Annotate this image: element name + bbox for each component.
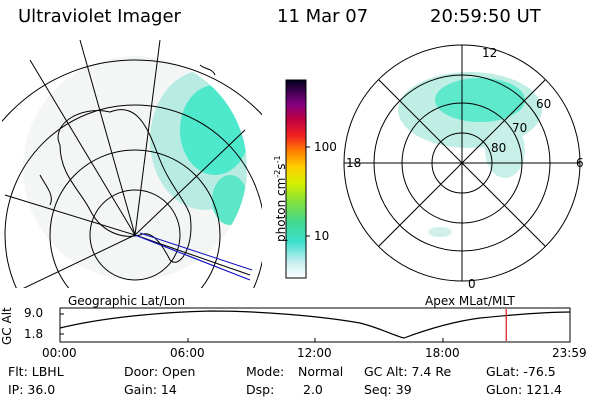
door-info: Door: Open [124,364,196,379]
unit-exp2: -1 [273,155,282,164]
time-tick-1200: 12:00 [297,346,332,360]
unit-mid: s [274,163,288,170]
mlt-label-6: 6 [576,156,584,170]
time-tick-2359: 23:59 [552,346,587,360]
altitude-plot [59,307,571,343]
right-panel-title: Apex MLat/MLT [425,294,515,308]
mlt-label-0: 0 [468,277,476,291]
mode-label: Mode: [246,364,285,379]
polar-plot [343,44,581,282]
mlat-label-70: 70 [512,121,528,135]
mode-value: Normal [298,364,344,379]
colorbar [285,79,307,279]
gain-info: Gain: 14 [124,382,177,397]
seq-info: Seq: 39 [364,382,412,397]
unit-base: photon cm [274,177,288,242]
glat-info: GLat: -76.5 [486,364,556,379]
instrument-title: Ultraviolet Imager [18,6,181,27]
dsp-value: 2.0 [303,382,323,397]
gc-alt-info: GC Alt: 7.4 Re [364,364,452,379]
ip-info: IP: 36.0 [8,382,56,397]
colorbar-tick-100: 100 [314,140,337,154]
time-tick-1800: 18:00 [425,346,460,360]
mlat-label-80: 80 [491,141,507,155]
mlt-label-12: 12 [482,46,498,60]
altitude-ytick-9: 9.0 [24,306,44,320]
geographic-map [2,40,262,288]
time-tick-0000: 00:00 [42,346,77,360]
filter-info: Flt: LBHL [8,364,64,379]
unit-exp1: -2 [273,169,282,178]
time-label: 20:59:50 UT [430,6,541,27]
colorbar-tick-10: 10 [314,229,330,243]
time-tick-0600: 06:00 [170,346,205,360]
altitude-curve [59,310,571,339]
date-label: 11 Mar 07 [277,6,369,27]
altitude-ytick-1-8: 1.8 [24,327,44,341]
mlt-label-18: 18 [346,156,362,170]
orbit-track [134,234,251,281]
dsp-label: Dsp: [246,382,275,397]
coastline [57,109,192,263]
glon-info: GLon: 121.4 [486,382,562,397]
altitude-ylabel: GC Alt [0,307,14,345]
left-panel-title: Geographic Lat/Lon [68,294,186,308]
colorbar-unit: photon cm-2s-1 [273,155,288,242]
mlat-label-60: 60 [536,97,552,111]
